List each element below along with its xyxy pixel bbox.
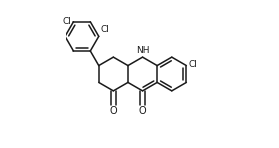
Text: Cl: Cl bbox=[62, 17, 71, 26]
Text: Cl: Cl bbox=[100, 25, 109, 34]
Text: Cl: Cl bbox=[189, 60, 198, 69]
Text: O: O bbox=[110, 106, 117, 116]
Text: O: O bbox=[139, 106, 146, 116]
Text: NH: NH bbox=[136, 45, 150, 54]
